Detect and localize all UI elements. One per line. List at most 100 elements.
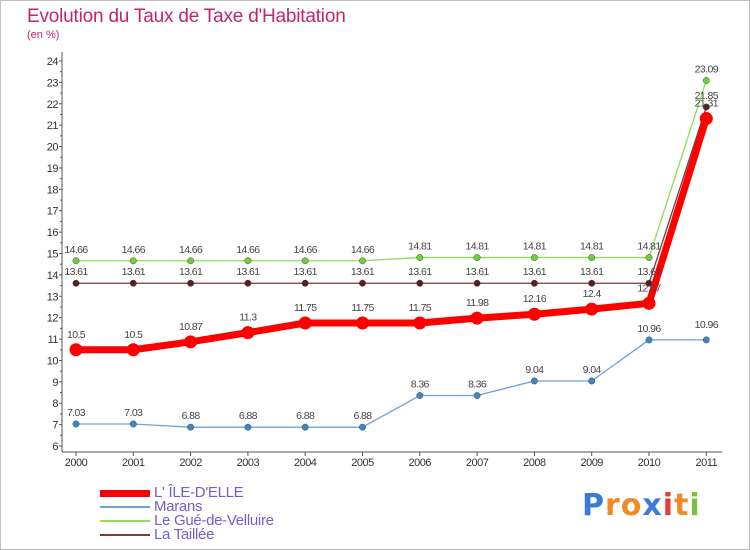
series-2-point	[473, 254, 481, 261]
series-1-data-label: 9.04	[583, 364, 602, 376]
logo-letter: i	[662, 488, 675, 523]
series-2-data-label: 14.66	[179, 244, 203, 256]
legend-swatch	[100, 490, 150, 497]
x-tick-label: 2010	[638, 457, 661, 469]
legend-swatch	[100, 520, 150, 522]
series-0-data-label: 11.3	[239, 312, 257, 324]
series-1-point	[588, 377, 596, 385]
series-1-point	[187, 423, 195, 431]
series-0-data-label: 12.16	[523, 293, 547, 305]
series-1-data-label: 6.88	[353, 410, 372, 422]
proxiti-logo: Proxiti	[582, 488, 701, 523]
series-3-data-label: 13.61	[179, 266, 203, 278]
series-line-3	[75, 106, 707, 284]
y-tick-label: 11	[48, 334, 59, 346]
chart-title: Evolution du Taux de Taxe d'Habitation	[27, 6, 346, 27]
series-1-point	[531, 377, 538, 385]
series-3-data-label: 13.61	[294, 266, 318, 278]
series-2-data-label: 14.66	[294, 244, 318, 256]
y-tick-label: 18	[47, 184, 59, 196]
series-0-point	[585, 302, 599, 316]
series-1-data-label: 8.36	[411, 379, 430, 391]
legend-swatch	[100, 506, 150, 508]
y-tick-label: 15	[47, 249, 59, 261]
series-3-point	[187, 279, 195, 287]
series-2-data-label: 14.81	[523, 241, 547, 253]
x-tick-label: 2000	[65, 457, 88, 469]
legend-label: Marans	[154, 498, 203, 515]
series-2-point	[588, 254, 596, 261]
series-0-data-label: 10.5	[67, 329, 86, 341]
logo-letter: r	[605, 488, 621, 523]
series-3-point	[588, 279, 596, 287]
x-tick-label: 2005	[351, 457, 374, 469]
y-tick-label: 13	[47, 291, 59, 303]
y-tick-label: 16	[47, 227, 59, 239]
series-0-point	[126, 343, 140, 357]
y-tick-label: 20	[47, 142, 59, 154]
series-3-point	[129, 279, 137, 287]
x-tick-label: 2009	[580, 457, 603, 469]
series-3-point	[473, 279, 481, 287]
series-1-data-label: 6.88	[182, 410, 201, 422]
series-2-data-label: 23.09	[695, 63, 719, 75]
series-1-data-label: 10.96	[637, 323, 661, 335]
series-0-point	[470, 311, 484, 325]
series-line-2	[75, 79, 707, 262]
y-tick-label: 12	[47, 313, 59, 325]
series-1-data-label: 8.36	[468, 379, 487, 391]
x-tick-label: 2002	[179, 457, 202, 469]
series-0-data-label: 12.67	[637, 282, 661, 294]
series-0-data-label: 10.5	[124, 329, 143, 341]
x-tick-label: 2006	[409, 457, 432, 469]
series-2-point	[645, 254, 653, 261]
x-tick-label: 2008	[523, 457, 546, 469]
legend-label: La Taillée	[154, 526, 215, 543]
series-0-data-label: 21.31	[695, 98, 719, 110]
series-3-point	[359, 279, 366, 287]
series-0-point	[356, 316, 369, 330]
series-2-point	[129, 257, 137, 265]
logo-letter: t	[674, 488, 690, 523]
legend-label: L' ÎLE-D'ELLE	[154, 484, 244, 501]
y-tick-label: 10	[47, 355, 59, 367]
series-0-point	[413, 316, 427, 330]
series-2-data-label: 14.66	[351, 244, 375, 256]
series-3-point	[244, 279, 252, 287]
series-0-point	[699, 112, 713, 126]
series-1-point	[359, 423, 366, 431]
x-tick-label: 2007	[466, 457, 489, 469]
series-1-point	[473, 392, 481, 399]
series-2-point	[416, 254, 424, 261]
series-3-data-label: 13.61	[637, 266, 661, 278]
logo-letter: x	[642, 488, 663, 523]
x-tick-label: 2001	[122, 457, 145, 469]
series-1-data-label: 6.88	[239, 410, 258, 422]
series-0-data-label: 12.4	[583, 288, 602, 300]
y-tick-label: 7	[52, 420, 58, 432]
series-0-data-label: 11.75	[409, 302, 432, 314]
legend-swatch	[100, 534, 150, 536]
y-tick-label: 22	[47, 99, 59, 111]
y-tick-label: 14	[47, 270, 59, 282]
series-line-1	[75, 339, 707, 428]
series-2-data-label: 14.66	[236, 244, 260, 256]
y-tick-label: 17	[47, 206, 59, 218]
series-1-point	[645, 336, 653, 344]
series-0-point	[241, 326, 255, 340]
series-0-data-label: 11.75	[351, 302, 374, 314]
series-3-point	[72, 279, 80, 287]
series-3-point	[416, 279, 424, 287]
series-2-data-label: 14.66	[64, 244, 88, 256]
series-3-point	[301, 279, 309, 287]
x-tick-label: 2004	[294, 457, 317, 469]
series-3-point	[531, 279, 538, 287]
series-3-point	[702, 103, 710, 111]
logo-letter: P	[582, 488, 605, 523]
series-3-data-label: 13.61	[236, 266, 260, 278]
series-2-point	[359, 257, 366, 265]
series-0-data-label: 11.75	[294, 302, 317, 314]
series-0-point	[642, 296, 656, 310]
